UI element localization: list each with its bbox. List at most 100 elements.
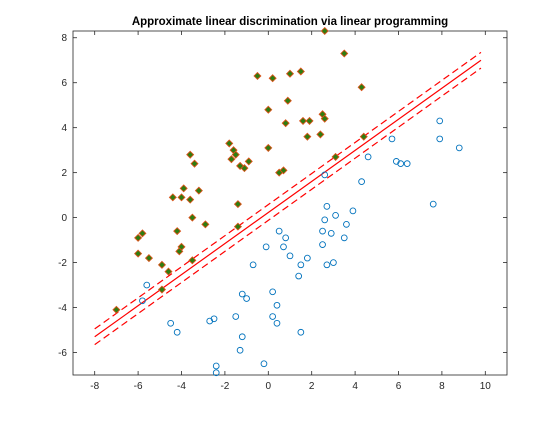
class-a-point [357,83,366,92]
y-tick-label: 0 [61,213,67,224]
class-b-point [282,234,290,242]
chart-title: Approximate linear discrimination via li… [132,16,448,28]
class-b-point [343,221,350,228]
class-b-point [249,261,257,269]
class-b-point [358,178,365,185]
x-tick-label: -4 [177,381,186,392]
class-a-point [264,105,273,114]
class-b-point [340,234,348,242]
class-b-point [323,203,331,210]
class-b-point [349,207,357,215]
plot-area [72,30,508,376]
class-a-point [157,285,167,294]
class-a-point [281,119,290,128]
class-b-point [236,346,244,354]
class-a-point [164,267,173,276]
class-a-point [186,195,195,204]
class-a-point [236,161,245,170]
class-b-point [275,227,283,235]
class-b-point [332,212,339,219]
class-b-point [295,272,303,280]
class-a-point [190,159,199,168]
class-b-point [167,319,175,327]
class-b-point [321,171,329,179]
class-a-point [305,116,314,125]
margin-line-dashed [94,51,482,330]
class-b-point [243,295,250,302]
class-a-point [285,69,295,78]
y-tick-label: -4 [58,303,67,314]
class-a-point [173,227,182,236]
class-a-point [316,130,325,139]
class-b-point [436,135,444,143]
x-tick-label: -6 [134,381,143,392]
y-tick-label: 6 [61,78,67,89]
class-b-point [280,243,287,251]
class-a-point [138,229,147,238]
x-tick-label: 2 [309,381,315,392]
class-b-point [238,290,246,298]
class-b-point [297,328,305,336]
class-b-point [436,117,444,125]
x-tick-label: 0 [266,381,272,392]
class-b-point [403,160,411,168]
margin-line-dashed [94,67,482,346]
class-a-point [359,132,368,141]
class-a-point [112,305,121,314]
class-b-point [397,160,405,168]
class-b-point [143,281,151,289]
class-a-point [283,96,292,105]
class-b-point [321,216,329,224]
class-a-point [296,67,305,76]
class-a-point [233,222,242,231]
x-tick-label: 4 [352,381,358,392]
class-b-point [327,230,335,237]
class-b-point [364,153,372,161]
class-b-point [273,319,281,327]
class-b-point [323,261,331,269]
class-a-point [227,155,236,164]
class-b-point [330,259,337,266]
y-tick-label: 2 [61,168,67,179]
class-a-point [244,157,253,166]
class-b-point [273,301,281,309]
class-b-point [269,313,276,320]
class-a-point [177,193,186,202]
class-b-point [319,227,326,235]
class-b-point [260,360,268,368]
class-b-point [262,243,270,251]
class-a-point [253,71,262,81]
class-a-point [157,260,167,269]
class-a-point [225,139,234,148]
class-a-point [175,247,184,256]
y-tick-label: 8 [61,33,67,44]
y-tick-label: -6 [58,348,67,359]
class-b-point [304,254,311,262]
class-a-point [298,116,308,125]
class-a-point [275,168,284,177]
x-tick-label: 6 [396,381,402,392]
class-a-point [144,254,153,263]
class-a-point [168,193,177,202]
class-a-point [320,26,329,36]
class-a-point [194,186,203,195]
class-a-point [188,256,197,265]
class-a-point [233,200,242,209]
class-a-point [340,49,349,58]
x-tick-label: 8 [439,381,445,392]
axis-ticks: -8 -6 -4 -2 0 2 4 6 8 10 -6 -4 -2 0 2 4 6 8 [58,31,507,392]
x-tick-label: -8 [90,381,99,392]
x-tick-label: -2 [220,381,229,392]
class-a-point [331,152,340,161]
class-b-point [206,317,214,325]
class-a-point [134,249,143,258]
class-b-point [388,135,396,143]
y-tick-label: 4 [61,123,67,134]
class-b-point [212,369,220,377]
class-b-point [286,252,294,260]
class-b-point [238,333,246,341]
class-a-point [268,74,277,83]
y-tick-label: -2 [58,258,67,269]
class-b-point [139,297,146,305]
